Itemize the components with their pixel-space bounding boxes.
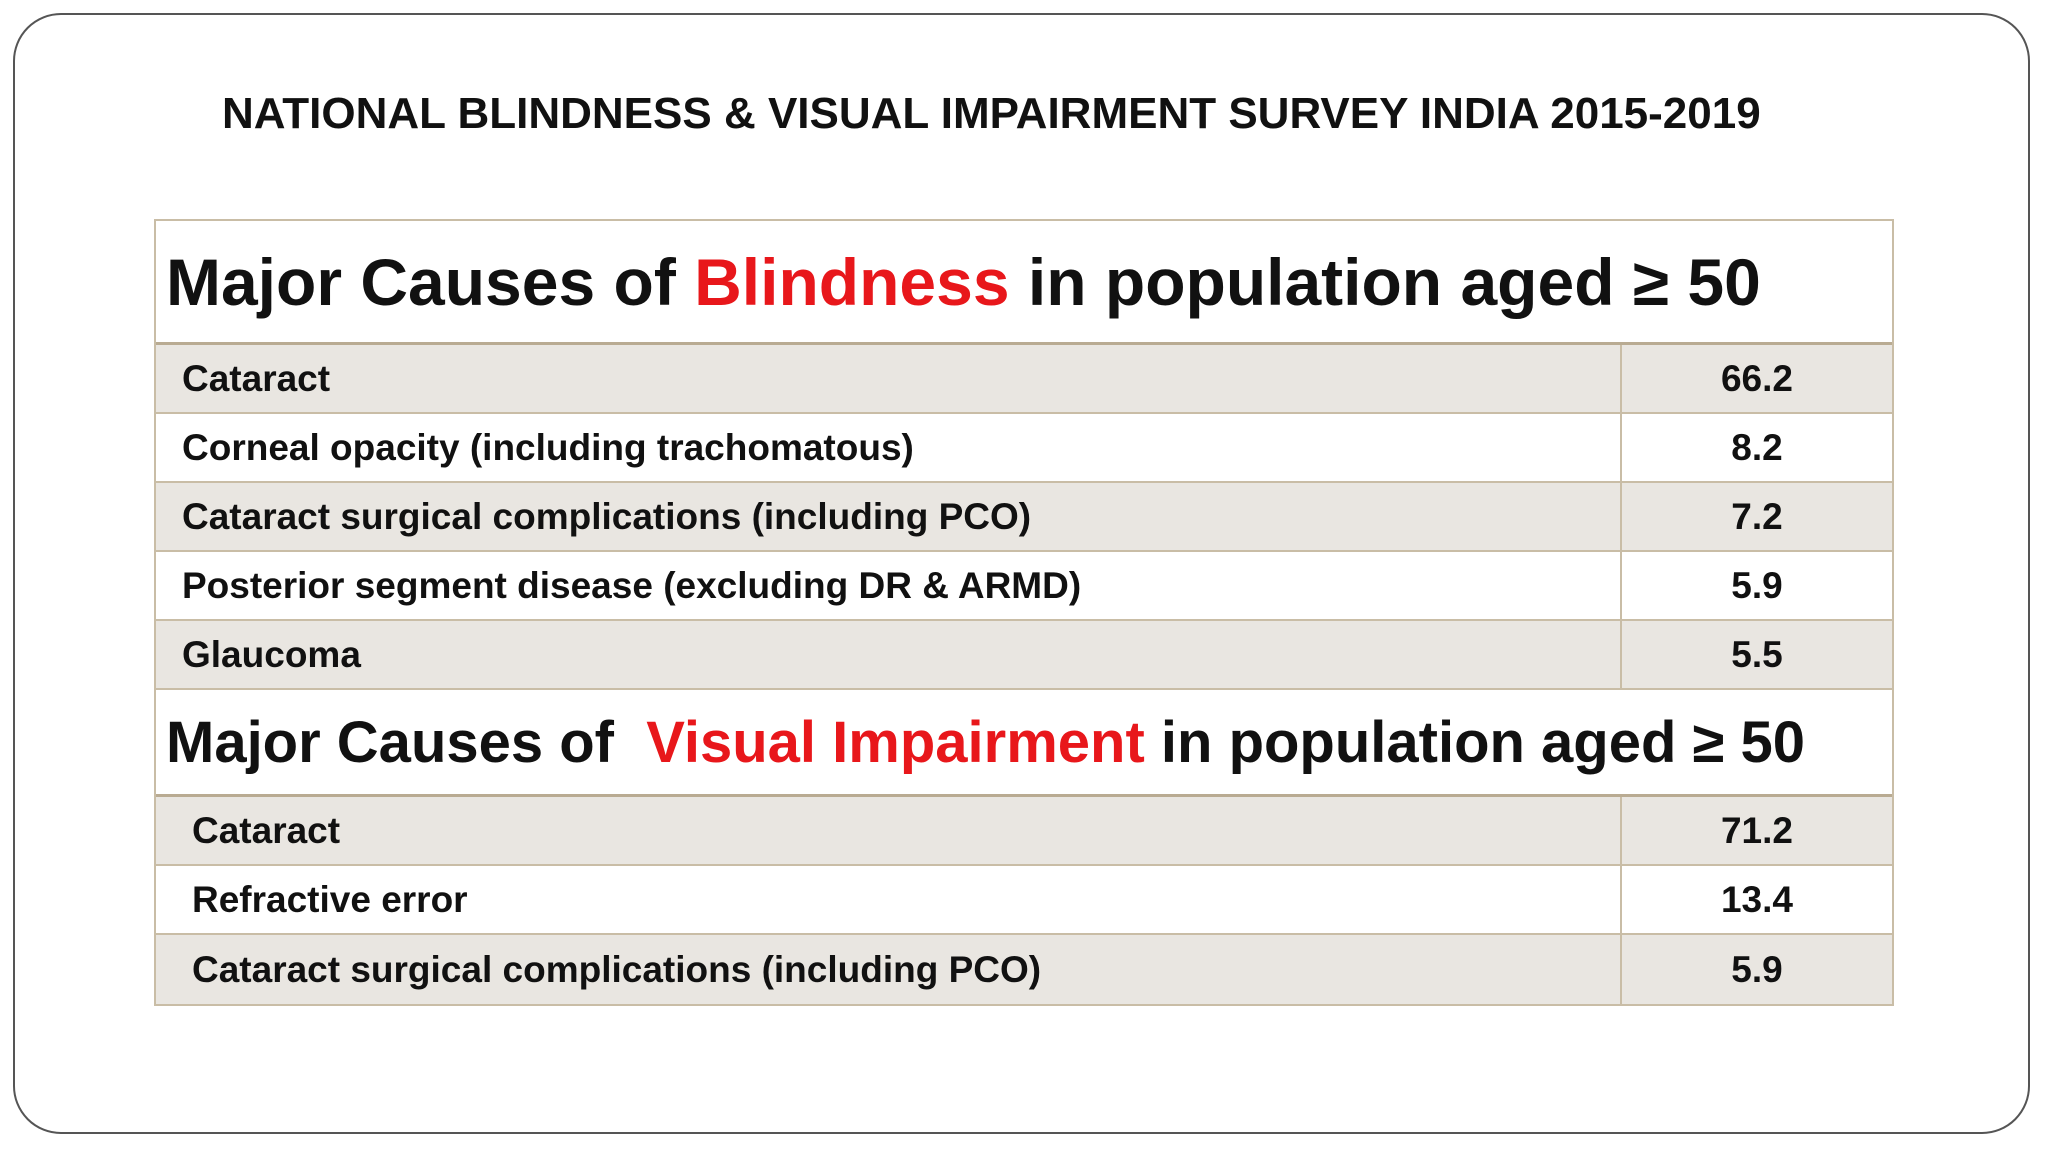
cause-label: Posterior segment disease (excluding DR …: [156, 552, 1622, 619]
table-row: Cataract 71.2: [156, 797, 1892, 866]
cause-label: Cataract: [156, 797, 1622, 864]
table-row: Cataract surgical complications (includi…: [156, 483, 1892, 552]
heading-text: Major Causes of: [166, 244, 695, 319]
cause-label: Cataract surgical complications (includi…: [156, 483, 1622, 550]
table: Major Causes of Blindness in population …: [154, 219, 1894, 1006]
table-row: Refractive error 13.4: [156, 866, 1892, 935]
slide-frame: [13, 13, 2030, 1134]
cause-label: Cataract: [156, 345, 1622, 412]
cause-label: Cataract surgical complications (includi…: [156, 935, 1622, 1004]
table-row: Cataract 66.2: [156, 345, 1892, 414]
table-row: Corneal opacity (including trachomatous)…: [156, 414, 1892, 483]
cause-label: Refractive error: [156, 866, 1622, 933]
percentage-value: 5.9: [1731, 948, 1783, 990]
table-row: Glaucoma 5.5: [156, 621, 1892, 690]
percentage-value: 13.4: [1720, 878, 1793, 920]
heading-text: in population aged ≥ 50: [1144, 709, 1805, 775]
heading-highlight: Visual Impairment: [646, 709, 1145, 775]
table-row: Posterior segment disease (excluding DR …: [156, 552, 1892, 621]
percentage-value: 5.9: [1731, 564, 1783, 606]
heading-text: Major Causes of: [166, 709, 647, 775]
percentage-value: 7.2: [1731, 495, 1783, 537]
slide-title: NATIONAL BLINDNESS & VISUAL IMPAIRMENT S…: [222, 89, 1761, 138]
heading-highlight: Blindness: [694, 244, 1010, 319]
section-heading: Major Causes of Visual Impairment in pop…: [156, 690, 1892, 797]
percentage-value: 66.2: [1720, 357, 1793, 399]
heading-text: in population aged ≥ 50: [1009, 244, 1761, 319]
percentage-value: 5.5: [1731, 633, 1783, 675]
cause-label: Corneal opacity (including trachomatous): [156, 414, 1622, 481]
percentage-value: 71.2: [1720, 809, 1793, 851]
percentage-value: 8.2: [1731, 426, 1783, 468]
cause-label: Glaucoma: [156, 621, 1622, 688]
section-heading: Major Causes of Blindness in population …: [156, 221, 1892, 345]
table-row: Cataract surgical complications (includi…: [156, 935, 1892, 1004]
